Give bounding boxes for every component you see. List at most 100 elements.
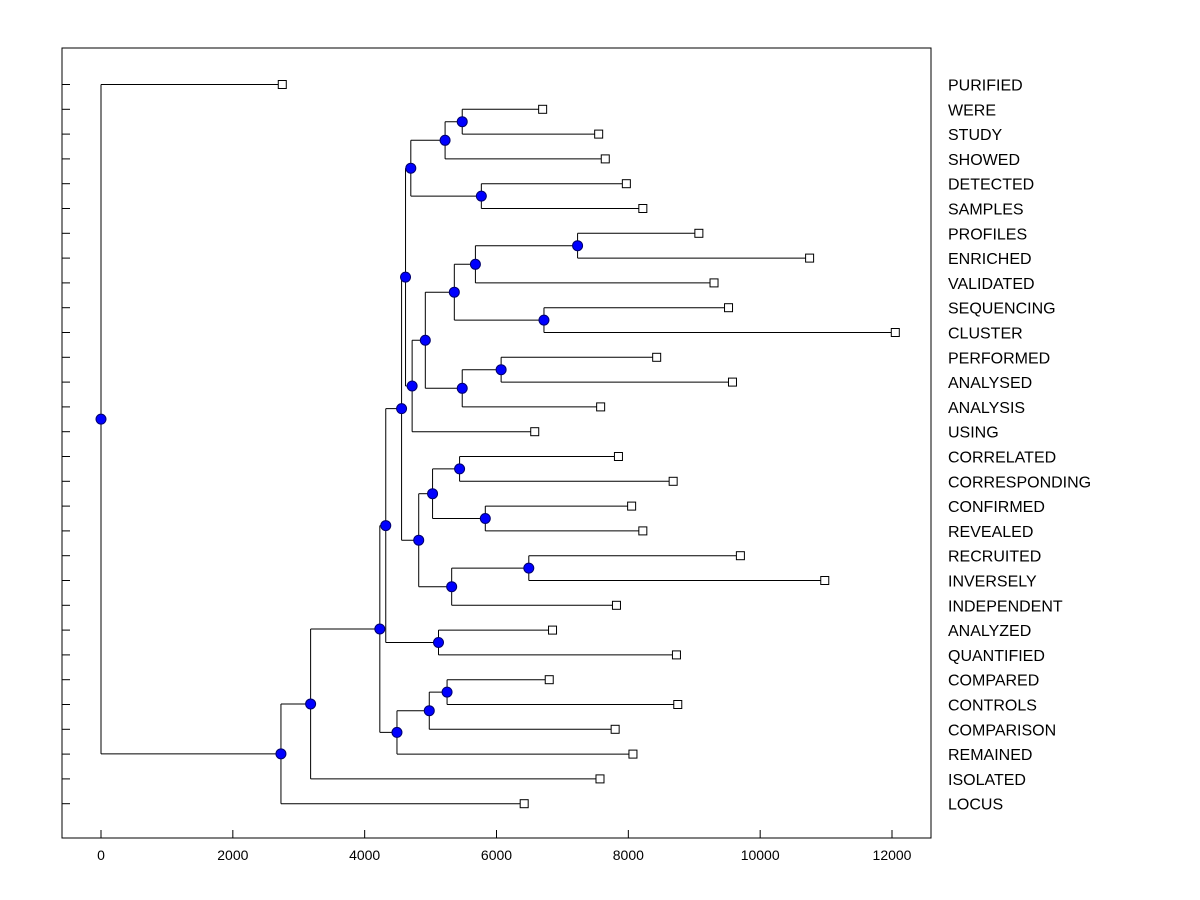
leaf-marker-showed [600, 154, 610, 164]
leaf-label-comparison: COMPARISON [948, 722, 1056, 739]
leaf-marker-recruited [735, 551, 745, 561]
merge-node-n_compared [441, 686, 453, 698]
leaf-marker-independent [611, 600, 621, 610]
x-tick-label: 2000 [217, 847, 248, 863]
leaf-label-showed: SHOWED [948, 152, 1020, 169]
row-ticks [62, 84, 70, 805]
merge-node-n_mid [419, 334, 431, 346]
leaf-markers [277, 80, 900, 809]
leaf-label-study: STUDY [948, 127, 1003, 144]
leaf-marker-sequencing [724, 303, 734, 313]
leaf-label-purified: PURIFIED [948, 78, 1023, 95]
plot-frame [61, 47, 932, 839]
leaf-label-detected: DETECTED [948, 177, 1034, 194]
leaf-marker-analysis [596, 402, 606, 412]
leaf-label-samples: SAMPLES [948, 202, 1024, 219]
leaf-marker-remained [628, 749, 638, 759]
leaf-marker-corresponding [668, 476, 678, 486]
x-tick-label: 12000 [873, 847, 912, 863]
leaf-marker-validated [709, 278, 719, 288]
leaf-label-isolated: ISOLATED [948, 772, 1026, 789]
leaf-marker-comparison [610, 724, 620, 734]
merge-node-n_showed [439, 134, 451, 146]
x-axis: 0 2000 4000 6000 8000 10000 12000 [97, 830, 912, 863]
leaf-marker-cluster [890, 328, 900, 337]
leaf-label-controls: CONTROLS [948, 698, 1037, 715]
merge-node-n_big [380, 520, 392, 532]
merge-node-n_corr_conf [427, 488, 439, 500]
leaf-label-locus: LOCUS [948, 797, 1003, 814]
leaf-labels: PURIFIED WERE STUDY SHOWED DETECTED SAMPLES PR… [948, 78, 1091, 814]
branch-lines [100, 84, 896, 805]
leaf-marker-compared [544, 675, 554, 685]
merge-nodes [95, 116, 584, 760]
merge-node-n_correlated [454, 463, 466, 475]
leaf-label-compared: COMPARED [948, 673, 1039, 690]
leaf-label-performed: PERFORMED [948, 350, 1050, 367]
leaf-label-correlated: CORRELATED [948, 450, 1056, 467]
x-tick-label: 0 [97, 847, 105, 863]
leaf-label-cluster: CLUSTER [948, 326, 1023, 343]
leaf-marker-confirmed [627, 501, 637, 511]
x-tick-label: 6000 [481, 847, 512, 863]
leaf-label-analysed: ANALYSED [948, 375, 1032, 392]
merge-node-n_profiles_enriched [572, 240, 584, 252]
leaf-marker-samples [638, 204, 648, 213]
leaf-label-profiles: PROFILES [948, 226, 1027, 243]
leaf-label-enriched: ENRICHED [948, 251, 1032, 268]
merge-node-n_upper_all [396, 403, 408, 415]
merge-node-n_top [405, 162, 417, 174]
merge-node-n_sequencing_cluster [538, 314, 550, 326]
leaf-marker-using [530, 427, 540, 437]
merge-node-n_using [406, 380, 418, 392]
merge-node-n_lower_mid [413, 534, 425, 546]
leaf-marker-performed [652, 352, 662, 362]
leaf-label-sequencing: SEQUENCING [948, 301, 1056, 318]
merge-node-n_detected_samples [475, 190, 487, 202]
merge-node-n_comparison [423, 705, 435, 717]
leaf-label-independent: INDEPENDENT [948, 598, 1063, 615]
merge-node-n_enr_clu [448, 286, 460, 298]
merge-node-n_confirmed [479, 513, 491, 524]
merge-node-n_remained [391, 726, 403, 738]
leaf-marker-detected [621, 179, 631, 189]
merge-node-root [95, 413, 107, 425]
merge-node-n_upper [400, 271, 412, 283]
merge-node-n_isolated [305, 698, 317, 710]
x-tick-label: 10000 [741, 847, 780, 863]
leaf-marker-isolated [595, 774, 605, 784]
merge-node-n_validated [469, 258, 481, 270]
leaf-marker-enriched [805, 253, 815, 263]
merge-node-n_were_study [456, 116, 468, 128]
leaf-label-analyzed: ANALYZED [948, 623, 1031, 640]
leaf-label-using: USING [948, 425, 999, 442]
leaf-marker-profiles [694, 228, 704, 238]
x-tick-label: 8000 [613, 847, 644, 863]
merge-node-n_locus [275, 748, 287, 760]
leaf-label-corresponding: CORRESPONDING [948, 474, 1091, 491]
leaf-marker-purified [277, 80, 287, 89]
merge-node-n_recruited [523, 562, 535, 574]
leaf-marker-were [538, 104, 548, 114]
merge-node-n_performed_analysed [495, 364, 507, 376]
leaf-label-were: WERE [948, 102, 996, 119]
leaf-label-revealed: REVEALED [948, 524, 1033, 541]
leaf-label-analysis: ANALYSIS [948, 400, 1025, 417]
merge-node-n_independent [446, 581, 458, 593]
leaf-marker-revealed [638, 526, 648, 536]
leaf-label-confirmed: CONFIRMED [948, 499, 1045, 516]
leaf-marker-analyzed [548, 625, 558, 635]
merge-node-n_analysis [456, 382, 468, 394]
leaf-label-inversely: INVERSELY [948, 574, 1037, 591]
leaf-marker-correlated [613, 452, 623, 461]
x-tick-label: 4000 [349, 847, 380, 863]
merge-node-n_cluster_b [374, 623, 386, 635]
leaf-label-validated: VALIDATED [948, 276, 1035, 293]
leaf-label-recruited: RECRUITED [948, 549, 1041, 566]
leaf-label-remained: REMAINED [948, 747, 1032, 764]
leaf-marker-study [594, 129, 604, 139]
merge-node-n_analyzed [432, 637, 444, 648]
leaf-marker-analysed [727, 377, 737, 387]
leaf-label-quantified: QUANTIFIED [948, 648, 1045, 665]
